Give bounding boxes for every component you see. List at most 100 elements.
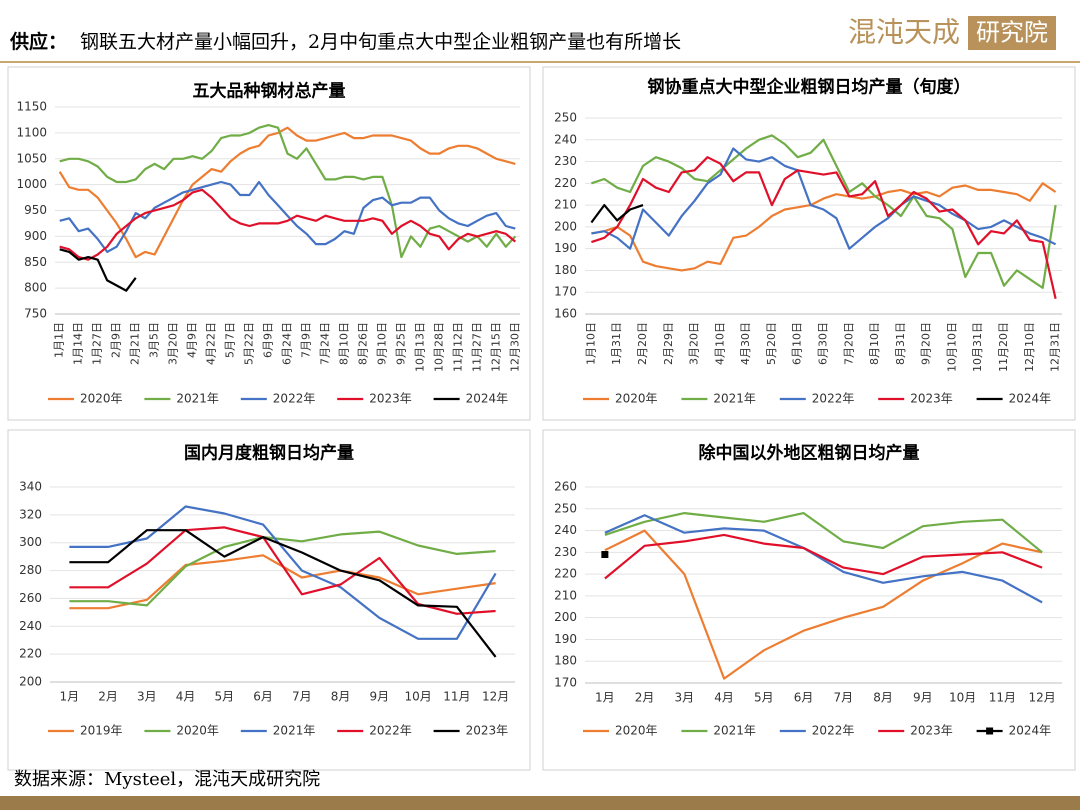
point-marker: [601, 551, 609, 559]
x-tick-label: 11月: [989, 691, 1016, 705]
legend-label: 2023年: [466, 724, 509, 738]
y-tick-label: 190: [554, 241, 577, 255]
y-tick-label: 260: [19, 591, 42, 605]
x-tick-label: 11月27日: [470, 322, 483, 372]
x-tick-label: 10月28日: [432, 322, 445, 372]
y-tick-label: 750: [24, 307, 47, 321]
x-tick-label: 12月10日: [1023, 322, 1036, 372]
y-tick-label: 250: [554, 111, 577, 125]
x-tick-label: 5月7日: [224, 322, 237, 358]
series-line: [59, 188, 516, 261]
x-tick-label: 8月: [873, 691, 893, 705]
y-tick-label: 1000: [16, 177, 47, 191]
y-tick-label: 170: [554, 285, 577, 299]
x-tick-label: 3月20日: [167, 322, 180, 365]
x-tick-label: 3月5日: [148, 322, 161, 358]
chart-title: 五大品种钢材总产量: [193, 81, 346, 102]
x-tick-label: 1月: [60, 690, 80, 704]
x-tick-label: 12月: [1028, 691, 1055, 705]
y-tick-label: 340: [19, 480, 42, 494]
logo: 混沌天成: [848, 16, 960, 49]
y-tick-label: 800: [24, 281, 47, 295]
series-line: [58, 126, 516, 259]
panel: [7, 429, 531, 771]
legend-label: 2021年: [713, 724, 756, 738]
x-tick-label: 10月10日: [945, 322, 958, 372]
x-tick-label: 1月31日: [610, 322, 623, 365]
x-tick-label: 10月31日: [971, 322, 984, 372]
panel: [7, 66, 531, 421]
x-tick-label: 4月30日: [739, 322, 752, 365]
x-tick-label: 2月21日: [129, 322, 142, 365]
legend-label: 2020年: [80, 392, 123, 406]
x-tick-label: 6月10日: [791, 322, 804, 365]
x-tick-label: 9月20日: [920, 322, 933, 365]
x-tick-label: 12月15日: [489, 322, 502, 372]
x-tick-label: 1月: [595, 691, 615, 705]
y-tick-label: 190: [554, 632, 577, 646]
series-line: [59, 124, 517, 259]
y-tick-label: 230: [554, 154, 577, 168]
x-tick-label: 12月31日: [1049, 322, 1062, 372]
x-tick-label: 2月9日: [110, 322, 123, 358]
y-tick-label: 280: [19, 563, 42, 577]
x-tick-label: 9月: [913, 691, 933, 705]
x-tick-label: 6月24日: [281, 322, 294, 365]
x-tick-label: 7月: [834, 691, 854, 705]
footer-source: 数据来源：Mysteel，混沌天成研究院: [14, 769, 320, 790]
y-tick-label: 240: [19, 619, 42, 633]
legend-marker: [986, 727, 994, 735]
x-tick-label: 6月: [794, 691, 814, 705]
legend-label: 2024年: [1009, 392, 1052, 406]
y-tick-label: 1150: [16, 100, 47, 114]
legend-label: 2021年: [273, 724, 316, 738]
x-tick-label: 11月20日: [997, 322, 1010, 372]
x-tick-label: 10月: [949, 691, 976, 705]
y-tick-label: 230: [554, 545, 577, 559]
y-tick-label: 180: [554, 654, 577, 668]
x-tick-label: 4月: [176, 690, 196, 704]
footer-bar: [0, 796, 1080, 810]
x-tick-label: 9月10日: [375, 322, 388, 365]
y-tick-label: 1100: [16, 125, 47, 139]
x-tick-label: 9月: [370, 690, 390, 704]
x-tick-label: 5月: [215, 690, 235, 704]
y-tick-label: 260: [554, 480, 577, 494]
header-title: 钢联五大材产量小幅回升，2月中旬重点大中型企业粗钢产量也有所增长: [80, 31, 681, 53]
x-tick-label: 9月25日: [394, 322, 407, 365]
legend-label: 2023年: [910, 724, 953, 738]
x-tick-label: 1月14日: [72, 322, 85, 365]
legend-label: 2020年: [615, 724, 658, 738]
x-tick-label: 6月9日: [262, 322, 275, 358]
series-line: [69, 505, 497, 640]
x-tick-label: 4月: [714, 691, 734, 705]
x-tick-label: 1月27日: [91, 322, 104, 365]
x-tick-label: 7月9日: [299, 322, 312, 358]
x-tick-label: 4月10日: [713, 322, 726, 365]
y-tick-label: 210: [554, 588, 577, 602]
x-tick-label: 3月: [137, 690, 157, 704]
legend-label: 2020年: [615, 392, 658, 406]
x-tick-label: 12月: [482, 690, 509, 704]
series-line: [59, 248, 137, 292]
y-tick-label: 240: [554, 523, 577, 537]
x-tick-label: 7月20日: [842, 322, 855, 365]
y-tick-label: 200: [19, 675, 42, 689]
y-tick-label: 850: [24, 255, 47, 269]
x-tick-label: 6月30日: [817, 322, 830, 365]
series-line: [604, 529, 1043, 680]
x-tick-label: 5月20日: [765, 322, 778, 365]
x-tick-label: 8月26日: [356, 322, 369, 365]
y-tick-label: 240: [554, 132, 577, 146]
logo-box: [968, 16, 1056, 50]
y-tick-label: 200: [554, 219, 577, 233]
legend-label: 2022年: [369, 724, 412, 738]
x-tick-label: 8月10日: [337, 322, 350, 365]
series-line: [591, 182, 1057, 272]
legend-label: 2022年: [812, 392, 855, 406]
series-line: [590, 204, 644, 224]
legend-label: 2022年: [812, 724, 855, 738]
legend-label: 2024年: [466, 392, 509, 406]
series-line: [591, 156, 1057, 300]
